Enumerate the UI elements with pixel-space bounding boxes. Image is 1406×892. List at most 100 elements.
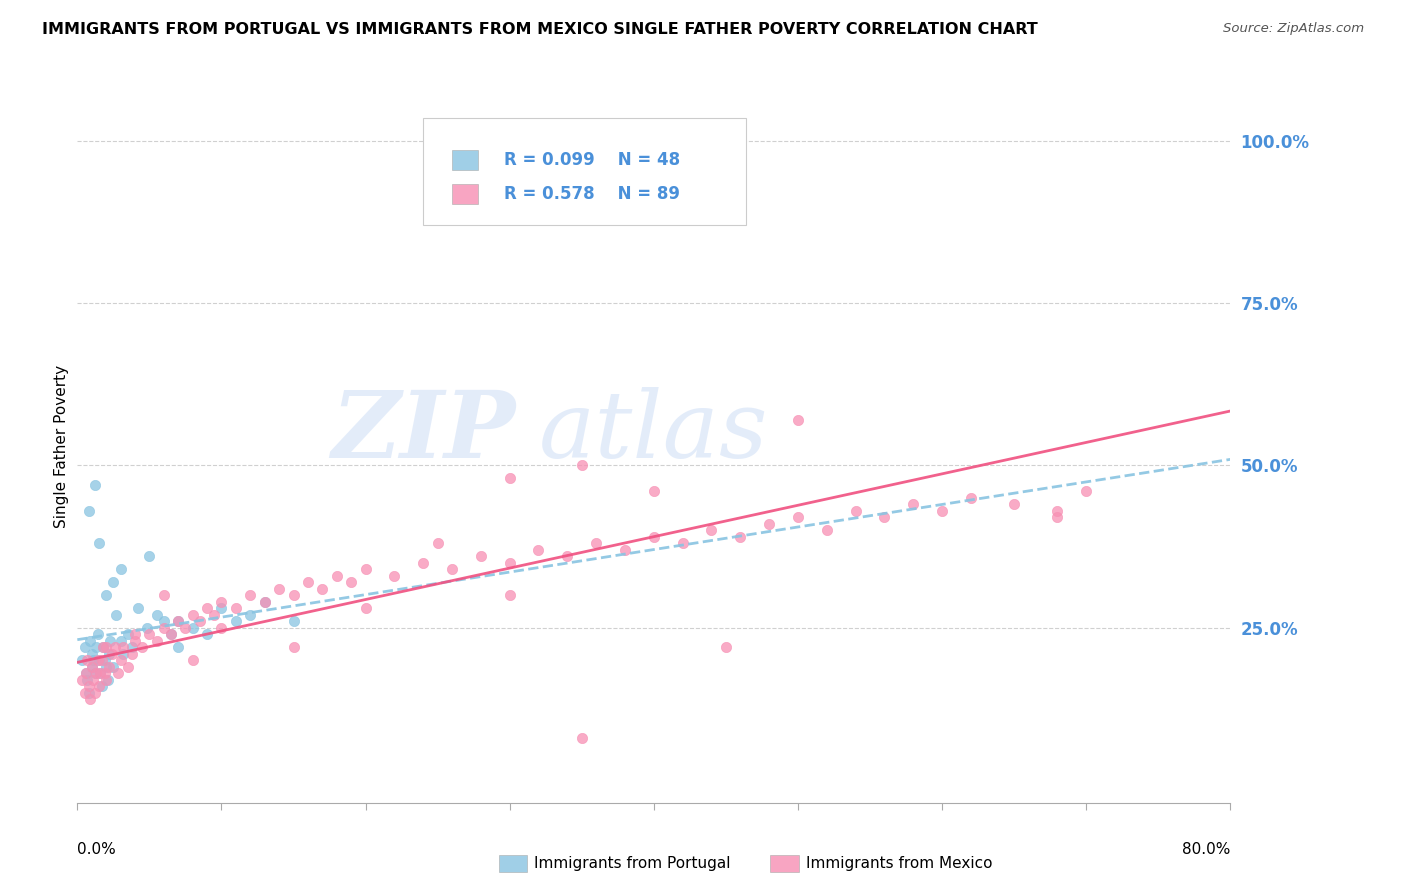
FancyBboxPatch shape <box>423 118 747 225</box>
Point <box>815 524 838 538</box>
Point <box>80 647 103 661</box>
Point <box>311 582 333 596</box>
Point <box>105 607 128 622</box>
Point <box>112 647 135 661</box>
Point <box>188 614 211 628</box>
Point <box>283 640 305 654</box>
Point <box>100 633 122 648</box>
Point <box>112 640 135 654</box>
Text: ZIP: ZIP <box>332 387 516 476</box>
Point <box>96 659 118 673</box>
Point <box>527 542 550 557</box>
Point <box>87 679 110 693</box>
Point <box>787 413 810 427</box>
Point <box>195 601 218 615</box>
Point <box>87 653 110 667</box>
Point <box>354 601 377 615</box>
Point <box>91 640 114 654</box>
Point <box>83 666 105 681</box>
Point <box>153 621 176 635</box>
Point <box>340 575 363 590</box>
Point <box>84 666 107 681</box>
Point <box>97 673 120 687</box>
Point <box>73 640 96 654</box>
Point <box>135 621 157 635</box>
Point <box>643 484 665 499</box>
Point <box>903 497 925 511</box>
Point <box>124 633 146 648</box>
Point <box>269 582 291 596</box>
Point <box>585 536 607 550</box>
Point <box>103 659 125 673</box>
Point <box>96 588 118 602</box>
Text: 80.0%: 80.0% <box>1182 842 1230 857</box>
Point <box>571 458 593 473</box>
Point <box>1002 497 1025 511</box>
Point <box>470 549 492 564</box>
Text: Immigrants from Portugal: Immigrants from Portugal <box>534 856 731 871</box>
Point <box>75 666 97 681</box>
Text: Immigrants from Mexico: Immigrants from Mexico <box>806 856 993 871</box>
Point <box>211 595 233 609</box>
Text: IMMIGRANTS FROM PORTUGAL VS IMMIGRANTS FROM MEXICO SINGLE FATHER POVERTY CORRELA: IMMIGRANTS FROM PORTUGAL VS IMMIGRANTS F… <box>42 22 1038 37</box>
Point <box>1076 484 1098 499</box>
Point <box>441 562 464 576</box>
Point <box>70 673 93 687</box>
Point <box>76 653 98 667</box>
Point <box>557 549 579 564</box>
Point <box>931 504 953 518</box>
Point <box>79 633 101 648</box>
Point <box>83 478 105 492</box>
Point <box>84 640 107 654</box>
Point <box>93 666 115 681</box>
FancyBboxPatch shape <box>453 150 478 170</box>
Point <box>86 653 108 667</box>
Point <box>138 627 160 641</box>
Text: 0.0%: 0.0% <box>77 842 117 857</box>
Point <box>77 685 100 699</box>
Point <box>714 640 737 654</box>
Point <box>225 614 247 628</box>
Point <box>283 588 305 602</box>
Point <box>127 601 149 615</box>
Point <box>70 653 93 667</box>
Text: R = 0.099    N = 48: R = 0.099 N = 48 <box>503 151 681 169</box>
Point <box>499 588 522 602</box>
Point <box>195 627 218 641</box>
Point <box>80 659 103 673</box>
Point <box>110 562 132 576</box>
Point <box>167 640 190 654</box>
Point <box>89 666 111 681</box>
Point <box>297 575 319 590</box>
Point <box>426 536 449 550</box>
Point <box>239 607 262 622</box>
Point <box>75 666 97 681</box>
Point <box>202 607 225 622</box>
Point <box>110 653 132 667</box>
Point <box>499 471 522 485</box>
Text: atlas: atlas <box>538 387 768 476</box>
Point <box>82 653 104 667</box>
Point <box>412 556 434 570</box>
Point <box>77 504 100 518</box>
Point <box>79 692 101 706</box>
Point <box>124 627 146 641</box>
Point <box>382 568 406 582</box>
Point <box>76 673 98 687</box>
Point <box>160 627 183 641</box>
Point <box>167 614 190 628</box>
Point <box>145 607 167 622</box>
Point <box>121 647 143 661</box>
Point <box>96 640 118 654</box>
Point <box>83 685 105 699</box>
Point <box>73 685 96 699</box>
Point <box>86 627 108 641</box>
Text: R = 0.578    N = 89: R = 0.578 N = 89 <box>503 186 681 203</box>
Point <box>225 601 247 615</box>
Point <box>181 653 204 667</box>
Point <box>153 588 176 602</box>
Point <box>787 510 810 524</box>
Point <box>239 588 262 602</box>
Y-axis label: Single Father Poverty: Single Father Poverty <box>53 365 69 527</box>
Point <box>181 607 204 622</box>
